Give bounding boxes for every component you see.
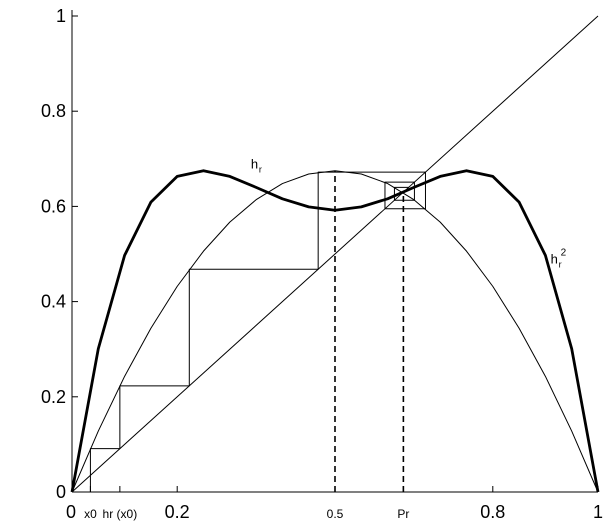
y-tick-label: 0 xyxy=(56,482,66,502)
annotation: h r2 xyxy=(551,248,567,270)
y-tick-label: 0.8 xyxy=(41,101,66,121)
series-line xyxy=(89,171,426,492)
y-tick-label: 0.4 xyxy=(41,292,66,312)
annotation-text: h xyxy=(551,252,558,267)
annotation-sub: r xyxy=(559,260,562,270)
x-tick-label: 0 xyxy=(66,502,76,522)
x-tick-label: 0.2 xyxy=(165,502,190,522)
series-line xyxy=(71,170,599,493)
x-tick-label: Pr xyxy=(397,507,409,521)
x-tick-label: x0 xyxy=(84,507,97,521)
y-tick-label: 0.6 xyxy=(41,196,66,216)
annotation-text: h xyxy=(251,156,258,171)
annotation-sub: r xyxy=(259,164,262,174)
series-line xyxy=(71,15,599,493)
x-tick-label: hr (x0) xyxy=(103,507,138,521)
x-tick-label: 1 xyxy=(593,502,603,522)
x-tick-label: 0.5 xyxy=(327,507,344,521)
annotation-sup: 2 xyxy=(561,248,567,259)
x-tick-label: 0.8 xyxy=(480,502,505,522)
series-line xyxy=(70,169,600,493)
y-tick-label: 1 xyxy=(56,6,66,26)
y-tick-label: 0.2 xyxy=(41,387,66,407)
